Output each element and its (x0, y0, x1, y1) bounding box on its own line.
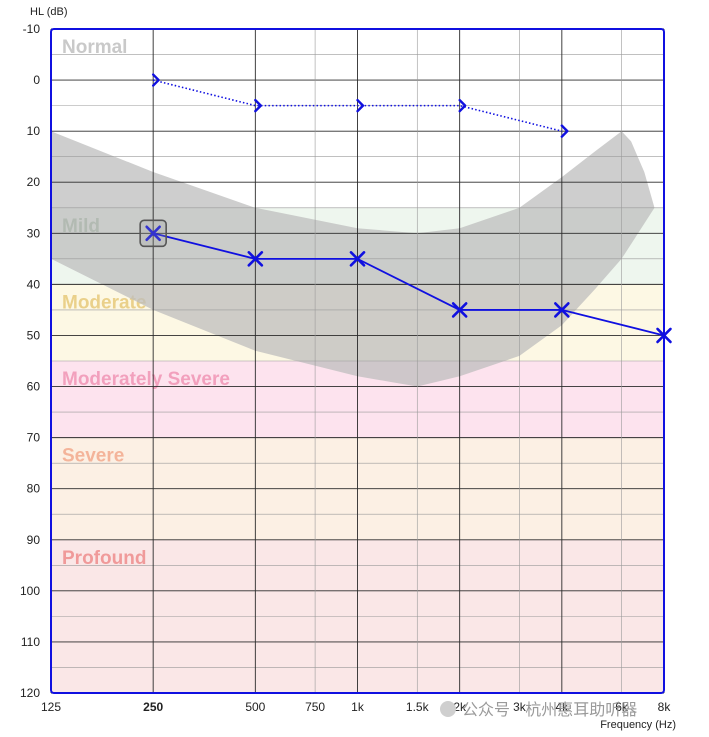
x-tick-label: 4k (555, 700, 569, 714)
plot-frame (50, 28, 665, 694)
x-marker (451, 302, 468, 318)
series-1-line (152, 232, 665, 337)
y-axis-title: HL (dB) (30, 6, 68, 18)
y-tick-label: 70 (27, 431, 41, 445)
y-tick-label: 120 (20, 686, 40, 700)
x-marker (554, 302, 570, 318)
y-tick-label: 40 (27, 277, 41, 291)
x-axis-title: Frequency (Hz) (600, 719, 676, 731)
wechat-icon (440, 701, 456, 717)
bracket-marker (356, 98, 365, 113)
x-tick-label: 250 (143, 700, 163, 714)
bracket-marker (151, 73, 160, 87)
x-tick-label: 3k (513, 700, 527, 714)
x-tick-label: 125 (41, 700, 61, 714)
x-tick-label: 6k (615, 700, 629, 714)
band-label-2: Moderate (62, 292, 146, 313)
y-tick-label: 100 (20, 584, 40, 598)
y-tick-label: 90 (27, 533, 41, 547)
x-marker (145, 225, 161, 242)
y-tick-label: 110 (21, 635, 40, 649)
x-tick-label: 1k (351, 700, 365, 714)
x-marker (247, 251, 264, 267)
y-tick-label: 10 (27, 124, 41, 138)
bracket-marker (254, 98, 263, 113)
band-label-5: Profound (62, 548, 146, 569)
x-tick-label: 1.5k (406, 700, 430, 714)
y-tick-label: 0 (33, 73, 40, 87)
band-label-0: Normal (62, 37, 127, 58)
band-label-3: Moderately Severe (62, 369, 230, 390)
series-layer (139, 73, 672, 344)
x-marker (349, 251, 366, 267)
x-tick-label: 8k (658, 700, 672, 714)
y-tick-label: 60 (27, 380, 41, 394)
x-tick-label: 500 (245, 700, 265, 714)
watermark-text: 公众号 · 杭州惠耳助听器 (462, 700, 637, 719)
bracket-marker (458, 98, 467, 113)
selected-point-highlight (139, 219, 167, 248)
y-tick-label: 30 (27, 226, 41, 240)
bracket-marker (560, 124, 569, 138)
y-tick-label: 50 (27, 328, 41, 342)
y-tick-label: 20 (27, 175, 41, 189)
x-tick-label: 2k (453, 700, 467, 714)
band-label-4: Severe (62, 446, 124, 467)
series-0-line (152, 79, 563, 132)
y-tick-label: -10 (23, 22, 41, 36)
watermark: 公众号 · 杭州惠耳助听器 (440, 700, 637, 719)
x-tick-label: 750 (305, 700, 325, 714)
y-tick-label: 80 (27, 482, 41, 496)
